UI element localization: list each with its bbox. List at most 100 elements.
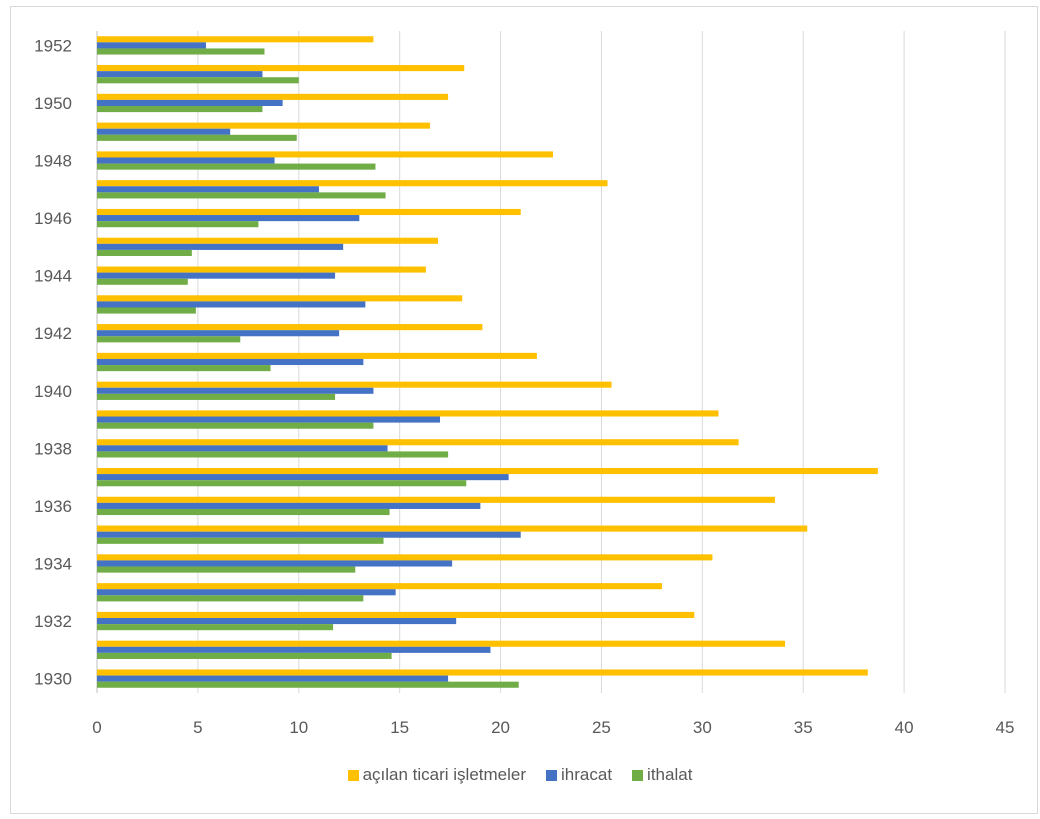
bars xyxy=(97,36,878,688)
bar-1944-ithalat xyxy=(97,278,188,285)
bar-1947-ihracat xyxy=(97,186,319,193)
bar-1938-ithalat xyxy=(97,451,449,458)
legend-swatch xyxy=(546,769,558,781)
bar-1934-ithalat xyxy=(97,566,356,573)
bar-1933-ithalat xyxy=(97,595,364,602)
bar-1951-ithalat xyxy=(97,77,299,84)
y-tick-label: 1940 xyxy=(34,382,72,401)
bar-1936-ithalat xyxy=(97,508,390,516)
y-tick-label: 1952 xyxy=(34,36,72,55)
y-tick-label: 1942 xyxy=(34,324,72,343)
bar-1937-ithalat xyxy=(97,480,467,487)
bar-1947-ithalat xyxy=(97,192,386,199)
bar-1940-acilan-ticari-isletmeler xyxy=(97,381,612,388)
bar-1946-ithalat xyxy=(97,221,259,228)
x-tick-label: 35 xyxy=(794,718,813,737)
legend-label: açılan ticari işletmeler xyxy=(362,765,527,784)
bar-1940-ithalat xyxy=(97,393,336,400)
legend-swatch xyxy=(347,769,359,781)
bar-1930-acilan-ticari-isletmeler xyxy=(97,669,868,676)
y-tick-label: 1948 xyxy=(34,152,72,171)
bar-1952-ihracat xyxy=(97,42,206,49)
bar-1941-acilan-ticari-isletmeler xyxy=(97,352,537,359)
x-tick-label: 10 xyxy=(289,718,308,737)
bar-1948-ihracat xyxy=(97,157,275,164)
bar-1942-acilan-ticari-isletmeler xyxy=(97,324,483,331)
y-tick-label: 1938 xyxy=(34,439,72,458)
bar-1943-acilan-ticari-isletmeler xyxy=(97,295,463,302)
bar-1946-acilan-ticari-isletmeler xyxy=(97,208,521,216)
legend-item: ihracat xyxy=(546,765,612,785)
bar-1942-ihracat xyxy=(97,330,340,337)
y-tick-label: 1950 xyxy=(34,94,72,113)
y-axis-tick-labels: 1930 1932 1934 1936 1938 1940 1942 1944 1946 1948… xyxy=(34,36,72,688)
y-tick-label: 1946 xyxy=(34,209,72,228)
bar-1937-acilan-ticari-isletmeler xyxy=(97,467,878,475)
x-tick-label: 5 xyxy=(193,718,202,737)
bar-1935-ithalat xyxy=(97,537,384,544)
y-tick-label: 1936 xyxy=(34,497,72,516)
bar-1931-ihracat xyxy=(97,646,491,653)
bar-1950-acilan-ticari-isletmeler xyxy=(97,93,449,100)
x-tick-label: 30 xyxy=(693,718,712,737)
bar-1939-acilan-ticari-isletmeler xyxy=(97,410,719,417)
bar-1948-acilan-ticari-isletmeler xyxy=(97,151,554,158)
bar-1939-ihracat xyxy=(97,416,441,423)
bar-1944-ihracat xyxy=(97,272,336,279)
bar-1943-ihracat xyxy=(97,301,366,308)
bar-1949-ithalat xyxy=(97,134,297,141)
bar-1947-acilan-ticari-isletmeler xyxy=(97,180,608,187)
x-axis-tick-labels: 0 5 10 15 20 25 30 35 40 45 xyxy=(92,718,1014,737)
bar-1932-ihracat xyxy=(97,617,457,625)
bar-1931-acilan-ticari-isletmeler xyxy=(97,640,786,647)
bar-1945-ithalat xyxy=(97,249,192,257)
bar-1933-ihracat xyxy=(97,589,396,596)
bar-1952-acilan-ticari-isletmeler xyxy=(97,36,374,43)
bar-1933-acilan-ticari-isletmeler xyxy=(97,583,662,590)
x-tick-label: 45 xyxy=(996,718,1015,737)
bar-1930-ihracat xyxy=(97,675,449,682)
y-tick-label: 1934 xyxy=(34,554,72,573)
bar-1931-ithalat xyxy=(97,652,392,659)
bar-1935-ihracat xyxy=(97,531,521,538)
y-tick-label: 1930 xyxy=(34,670,72,689)
x-tick-label: 20 xyxy=(491,718,510,737)
x-tick-label: 15 xyxy=(390,718,409,737)
bar-1932-ithalat xyxy=(97,624,334,631)
bar-1950-ihracat xyxy=(97,99,283,107)
bar-1937-ihracat xyxy=(97,474,509,481)
bar-1940-ihracat xyxy=(97,387,374,394)
bar-1932-acilan-ticari-isletmeler xyxy=(97,611,695,618)
bar-1951-acilan-ticari-isletmeler xyxy=(97,65,465,72)
bar-1951-ihracat xyxy=(97,71,263,78)
bar-1936-ihracat xyxy=(97,502,481,509)
bar-1949-ihracat xyxy=(97,128,231,135)
x-tick-label: 25 xyxy=(592,718,611,737)
legend-item: açılan ticari işletmeler xyxy=(347,765,527,785)
x-tick-label: 40 xyxy=(895,718,914,737)
bar-1936-acilan-ticari-isletmeler xyxy=(97,496,775,503)
bar-1939-ithalat xyxy=(97,422,374,429)
legend-swatch xyxy=(632,769,644,781)
bar-1938-ihracat xyxy=(97,445,388,452)
legend-item: ithalat xyxy=(632,765,692,785)
bar-1945-ihracat xyxy=(97,243,344,250)
legend-label: ithalat xyxy=(647,765,693,784)
bar-1944-acilan-ticari-isletmeler xyxy=(97,266,426,273)
bar-1949-acilan-ticari-isletmeler xyxy=(97,122,430,129)
bar-1941-ithalat xyxy=(97,365,271,372)
bar-1935-acilan-ticari-isletmeler xyxy=(97,525,808,532)
bar-1941-ihracat xyxy=(97,358,364,366)
y-tick-label: 1932 xyxy=(34,612,72,631)
bar-1930-ithalat xyxy=(97,681,519,688)
bar-1946-ihracat xyxy=(97,215,360,222)
bar-1952-ithalat xyxy=(97,48,265,55)
x-tick-label: 0 xyxy=(92,718,101,737)
bar-1943-ithalat xyxy=(97,307,196,314)
bar-1945-acilan-ticari-isletmeler xyxy=(97,237,439,244)
legend-label: ihracat xyxy=(561,765,613,784)
y-tick-label: 1944 xyxy=(34,267,72,286)
bar-1948-ithalat xyxy=(97,163,376,170)
bar-1938-acilan-ticari-isletmeler xyxy=(97,439,739,446)
legend: açılan ticari işletmeler ihracat ithalat xyxy=(0,765,1040,785)
